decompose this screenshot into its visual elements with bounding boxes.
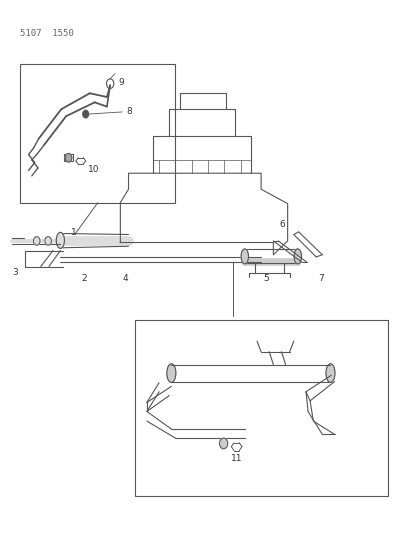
Circle shape [65, 154, 72, 162]
Text: 11: 11 [231, 454, 242, 463]
Text: 8: 8 [126, 108, 132, 116]
Bar [135, 320, 388, 496]
Bar [20, 64, 175, 203]
Text: 3: 3 [12, 269, 18, 277]
Circle shape [220, 438, 228, 449]
Circle shape [45, 237, 51, 245]
Ellipse shape [167, 364, 176, 383]
Ellipse shape [294, 249, 302, 264]
Text: 6: 6 [279, 221, 285, 229]
Ellipse shape [56, 232, 64, 248]
Text: 10: 10 [88, 165, 99, 174]
Text: 4: 4 [122, 274, 128, 282]
Circle shape [33, 237, 40, 245]
Text: 7: 7 [318, 274, 324, 282]
Text: 5: 5 [263, 274, 269, 282]
Ellipse shape [241, 249, 248, 264]
Text: 5107  1550: 5107 1550 [20, 29, 74, 38]
Text: 2: 2 [82, 274, 87, 282]
Text: 1: 1 [71, 229, 77, 237]
Circle shape [83, 110, 89, 118]
Text: 9: 9 [118, 78, 124, 87]
Ellipse shape [326, 364, 335, 383]
